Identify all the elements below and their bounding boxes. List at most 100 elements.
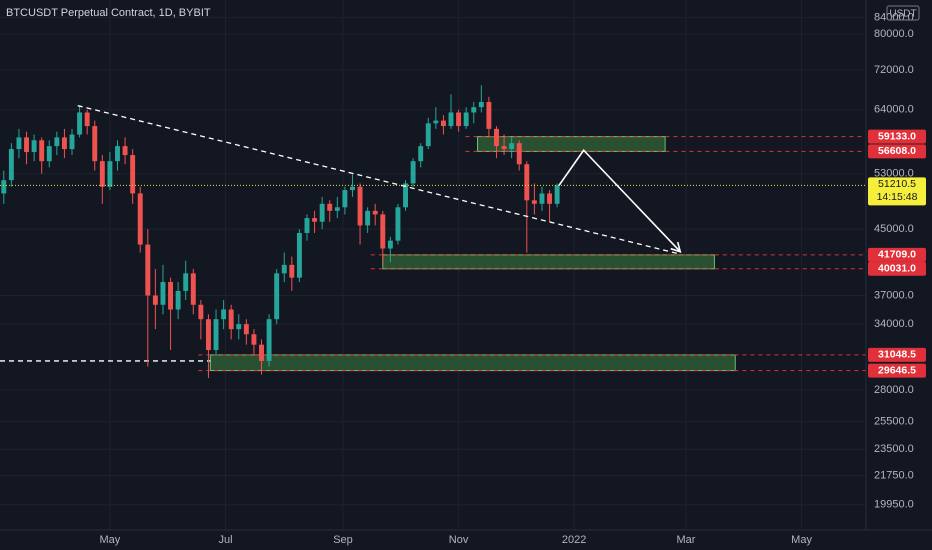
- level-price-label: 41709.0: [878, 249, 916, 261]
- candle-body: [486, 101, 492, 129]
- candle-body: [137, 193, 143, 245]
- candle-body: [304, 218, 310, 233]
- candle-body: [478, 101, 484, 108]
- candle-body: [463, 112, 469, 127]
- candle-body: [289, 264, 295, 278]
- last-price-box: [868, 177, 926, 206]
- candle-body: [259, 344, 264, 361]
- y-tick-label: 45000.0: [874, 223, 914, 235]
- candle-body: [372, 210, 378, 215]
- candle-body: [440, 120, 446, 127]
- x-tick-label: May: [791, 534, 812, 546]
- candle-body: [410, 161, 416, 184]
- level-price-label: 31048.5: [878, 349, 916, 361]
- chart-title: BTCUSDT Perpetual Contract, 1D, BYBIT: [6, 7, 211, 19]
- candle-body: [8, 149, 14, 181]
- level-price-box: [868, 363, 926, 378]
- x-tick-label: Sep: [333, 534, 353, 546]
- candle-body: [84, 112, 90, 127]
- x-tick-label: Nov: [449, 534, 469, 546]
- candle-body: [115, 146, 120, 162]
- candle-body: [183, 273, 189, 291]
- candle-body: [327, 203, 333, 211]
- candle-body: [31, 140, 37, 153]
- level-price-box: [868, 247, 926, 262]
- y-tick-label: 53000.0: [874, 168, 914, 180]
- y-tick-label: 80000.0: [874, 28, 914, 40]
- candle-body: [16, 137, 22, 150]
- candle-body: [403, 183, 408, 208]
- candle-body: [236, 324, 242, 330]
- y-tick-label: 19950.0: [874, 499, 914, 511]
- level-price-box: [868, 347, 926, 362]
- arrow-head: [670, 241, 682, 253]
- trendline: [77, 104, 681, 255]
- candle-body: [160, 282, 166, 305]
- candle-body: [312, 218, 318, 222]
- candle-body: [228, 309, 234, 330]
- zone: [477, 136, 666, 152]
- candle-body: [130, 155, 136, 194]
- candle-body: [387, 240, 393, 249]
- x-tick-label: 2022: [562, 534, 586, 546]
- candle-body: [46, 146, 52, 162]
- candle-body: [531, 200, 537, 204]
- candle-body: [395, 207, 401, 241]
- level-price-label: 29646.5: [878, 364, 916, 376]
- candle-body: [418, 146, 424, 162]
- candle-body: [448, 112, 454, 127]
- level-price-box: [868, 129, 926, 144]
- candle-body: [243, 324, 249, 335]
- candle-body: [509, 143, 515, 150]
- candle-body: [516, 143, 522, 165]
- x-tick-label: May: [100, 534, 121, 546]
- candle-body: [554, 185, 560, 204]
- y-tick-label: 84000.0: [874, 12, 914, 24]
- projection-arrow: [558, 149, 681, 253]
- candle-body: [61, 137, 67, 150]
- candle-body: [281, 264, 287, 274]
- y-tick-label: 21750.0: [874, 469, 914, 481]
- currency-box: [886, 5, 920, 21]
- candle-body: [77, 112, 83, 135]
- level-price-box: [868, 144, 926, 159]
- y-tick-label: 25500.0: [874, 416, 914, 428]
- candle-body: [168, 282, 174, 310]
- countdown-label: 14:15:48: [877, 191, 918, 203]
- candle-body: [425, 123, 431, 147]
- candle-body: [494, 128, 499, 147]
- y-tick-label: 37000.0: [874, 289, 914, 301]
- candle-body: [24, 137, 29, 153]
- level-price-label: 40031.0: [878, 263, 916, 275]
- candle-body: [524, 164, 530, 201]
- candle-body: [221, 309, 227, 320]
- candle-body: [547, 193, 553, 204]
- candle-body: [39, 140, 45, 162]
- plot: [0, 85, 866, 379]
- currency-label: USDT: [889, 9, 916, 20]
- zone: [382, 254, 715, 270]
- level-price-label: 59133.0: [878, 130, 916, 142]
- x-tick-label: Jul: [218, 534, 232, 546]
- y-tick-label: 34000.0: [874, 318, 914, 330]
- candle-body: [92, 126, 98, 162]
- candle-body: [274, 273, 280, 320]
- zone: [209, 354, 736, 372]
- axes: 84000.0 80000.0 72000.0 64000.0 53000.0 45000…: [100, 5, 926, 546]
- candle-body: [190, 273, 196, 305]
- candle-body: [1, 180, 7, 194]
- y-tick-label: 28000.0: [874, 384, 914, 396]
- candle-body: [380, 214, 386, 249]
- x-tick-label: Mar: [677, 534, 696, 546]
- candle-body: [456, 112, 462, 127]
- last-price-label: 51210.5: [878, 178, 916, 190]
- candle-body: [205, 319, 211, 351]
- candle-body: [471, 107, 477, 113]
- candle-body: [198, 304, 204, 320]
- level-price-box: [868, 261, 926, 276]
- candle-body: [350, 186, 355, 191]
- candle-body: [501, 146, 507, 150]
